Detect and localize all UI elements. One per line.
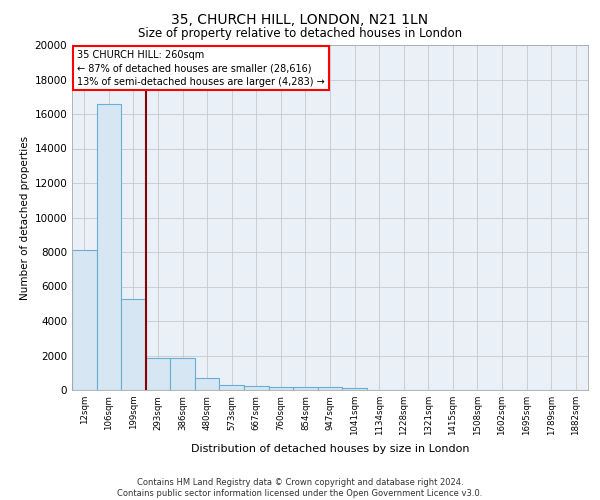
Text: Contains HM Land Registry data © Crown copyright and database right 2024.
Contai: Contains HM Land Registry data © Crown c…	[118, 478, 482, 498]
Bar	[72, 250, 97, 390]
Bar	[244, 386, 269, 390]
Bar	[342, 388, 367, 390]
Bar	[195, 378, 220, 390]
X-axis label: Distribution of detached houses by size in London: Distribution of detached houses by size …	[191, 444, 469, 454]
Bar	[97, 104, 121, 390]
Bar	[269, 386, 293, 390]
Bar	[318, 388, 342, 390]
Bar	[293, 388, 318, 390]
Bar	[220, 385, 244, 390]
Bar	[170, 358, 195, 390]
Y-axis label: Number of detached properties: Number of detached properties	[20, 136, 30, 300]
Text: 35, CHURCH HILL, LONDON, N21 1LN: 35, CHURCH HILL, LONDON, N21 1LN	[172, 12, 428, 26]
Bar	[121, 298, 146, 390]
Text: 35 CHURCH HILL: 260sqm
← 87% of detached houses are smaller (28,616)
13% of semi: 35 CHURCH HILL: 260sqm ← 87% of detached…	[77, 50, 325, 86]
Text: Size of property relative to detached houses in London: Size of property relative to detached ho…	[138, 28, 462, 40]
Bar	[146, 358, 170, 390]
